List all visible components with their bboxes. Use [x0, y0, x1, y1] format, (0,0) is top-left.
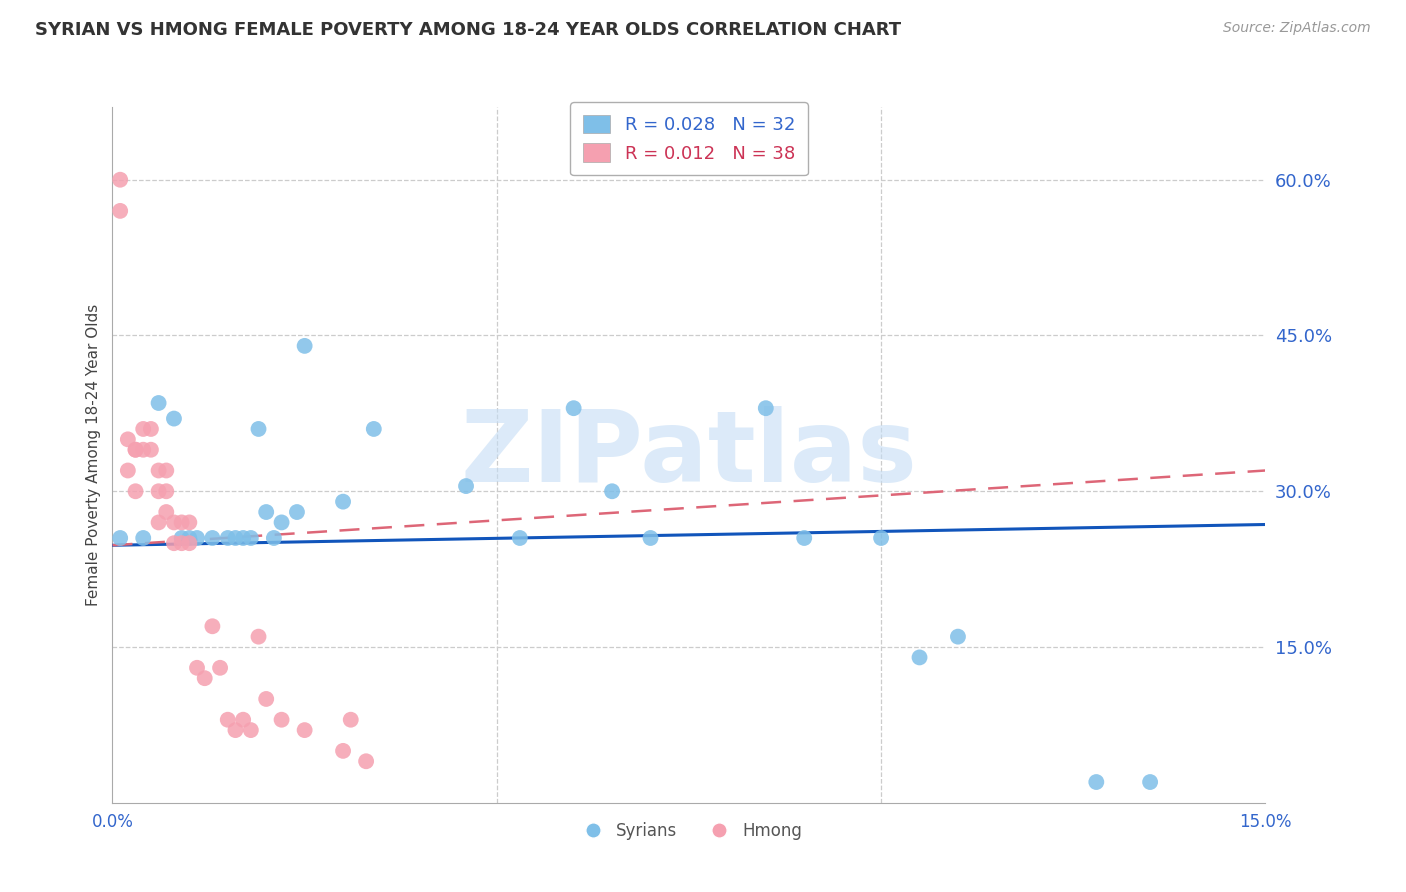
Point	[132, 442, 155, 457]
Point	[139, 442, 162, 457]
Text: ZIPatlas: ZIPatlas	[461, 407, 917, 503]
Point	[600, 484, 623, 499]
Legend: Syrians, Hmong: Syrians, Hmong	[569, 815, 808, 847]
Point	[1085, 775, 1108, 789]
Point	[139, 422, 162, 436]
Point	[224, 531, 246, 545]
Point	[148, 396, 170, 410]
Y-axis label: Female Poverty Among 18-24 Year Olds: Female Poverty Among 18-24 Year Olds	[86, 304, 101, 606]
Point	[132, 422, 155, 436]
Point	[186, 531, 208, 545]
Text: Source: ZipAtlas.com: Source: ZipAtlas.com	[1223, 21, 1371, 36]
Point	[201, 531, 224, 545]
Point	[163, 536, 186, 550]
Point	[908, 650, 931, 665]
Point	[170, 516, 193, 530]
Point	[454, 479, 477, 493]
Point	[155, 505, 177, 519]
Point	[339, 713, 361, 727]
Point	[332, 494, 354, 508]
Point	[124, 442, 146, 457]
Point	[354, 754, 377, 768]
Point	[793, 531, 815, 545]
Point	[179, 516, 201, 530]
Point	[946, 630, 969, 644]
Point	[294, 339, 316, 353]
Point	[179, 536, 201, 550]
Point	[239, 531, 262, 545]
Point	[124, 442, 146, 457]
Point	[132, 531, 155, 545]
Point	[263, 531, 285, 545]
Point	[270, 713, 292, 727]
Point	[1139, 775, 1161, 789]
Point	[509, 531, 531, 545]
Point	[170, 531, 193, 545]
Text: SYRIAN VS HMONG FEMALE POVERTY AMONG 18-24 YEAR OLDS CORRELATION CHART: SYRIAN VS HMONG FEMALE POVERTY AMONG 18-…	[35, 21, 901, 39]
Point	[179, 531, 201, 545]
Point	[117, 463, 139, 477]
Point	[870, 531, 893, 545]
Point	[217, 531, 239, 545]
Point	[247, 630, 270, 644]
Point	[155, 463, 177, 477]
Point	[170, 536, 193, 550]
Point	[194, 671, 217, 685]
Point	[254, 692, 277, 706]
Point	[148, 516, 170, 530]
Point	[108, 172, 131, 186]
Point	[186, 661, 208, 675]
Point	[363, 422, 385, 436]
Point	[163, 411, 186, 425]
Point	[155, 484, 177, 499]
Point	[124, 484, 146, 499]
Point	[239, 723, 262, 738]
Point	[254, 505, 277, 519]
Point	[209, 661, 232, 675]
Point	[562, 401, 585, 416]
Point	[163, 516, 186, 530]
Point	[232, 713, 254, 727]
Point	[217, 713, 239, 727]
Point	[148, 463, 170, 477]
Point	[640, 531, 662, 545]
Point	[332, 744, 354, 758]
Point	[224, 723, 246, 738]
Point	[148, 484, 170, 499]
Point	[755, 401, 778, 416]
Point	[294, 723, 316, 738]
Point	[285, 505, 308, 519]
Point	[108, 531, 131, 545]
Point	[201, 619, 224, 633]
Point	[117, 433, 139, 447]
Point	[247, 422, 270, 436]
Point	[232, 531, 254, 545]
Point	[108, 203, 131, 218]
Point	[270, 516, 292, 530]
